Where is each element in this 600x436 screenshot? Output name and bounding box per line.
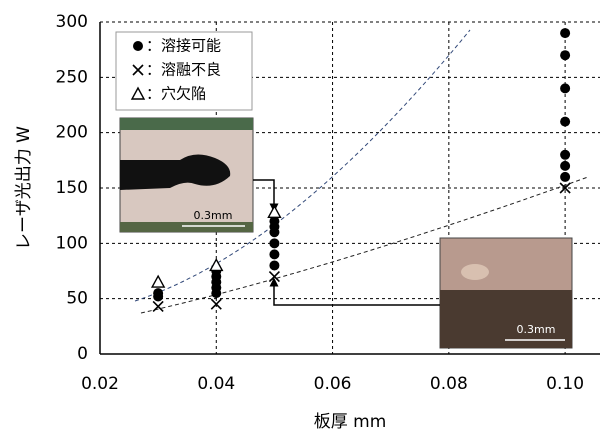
point [269,249,279,259]
legend-label: ：溶融不良 [146,61,221,79]
x-tick-label: 0.08 [430,374,468,394]
y-tick-label: 150 [56,178,88,198]
y-tick-label: 100 [56,233,88,253]
x-tick-label: 0.06 [314,374,352,394]
x-tick-label: 0.04 [197,374,235,394]
y-tick-label: 250 [56,67,88,87]
point [269,272,279,282]
chart: 0.3mm 0.3mm 板厚 mm レーザ光出力 W 0 50 100 150 200 2… [0,0,600,432]
legend-label: ：穴欠陥 [146,85,206,103]
point [560,161,570,171]
x-axis-label: 板厚 mm [314,412,387,432]
arrow [253,180,274,208]
point [153,301,163,311]
point [560,150,570,160]
inset-image: 0.3mm [120,118,253,232]
y-tick-label: 300 [56,12,88,32]
arrow [274,282,440,305]
point [560,83,570,93]
y-tick-label: 50 [66,289,88,309]
point [153,288,163,298]
inset-image: 0.3mm [440,238,572,348]
scale-label: 0.3mm [194,209,233,222]
legend-label: ：溶接可能 [146,37,221,55]
y-tick-label: 200 [56,123,88,143]
y-tick-label: 0 [77,344,88,364]
legend-marker [133,41,143,51]
point [560,117,570,127]
point [269,260,279,270]
scale-label: 0.3mm [517,323,556,336]
point [152,276,164,287]
point [560,50,570,60]
point [560,172,570,182]
point [269,238,279,248]
x-tick-label: 0.10 [546,374,584,394]
point [268,206,280,217]
point [560,28,570,38]
y-axis-label: レーザ光出力 W [14,126,34,250]
x-tick-label: 0.02 [81,374,119,394]
